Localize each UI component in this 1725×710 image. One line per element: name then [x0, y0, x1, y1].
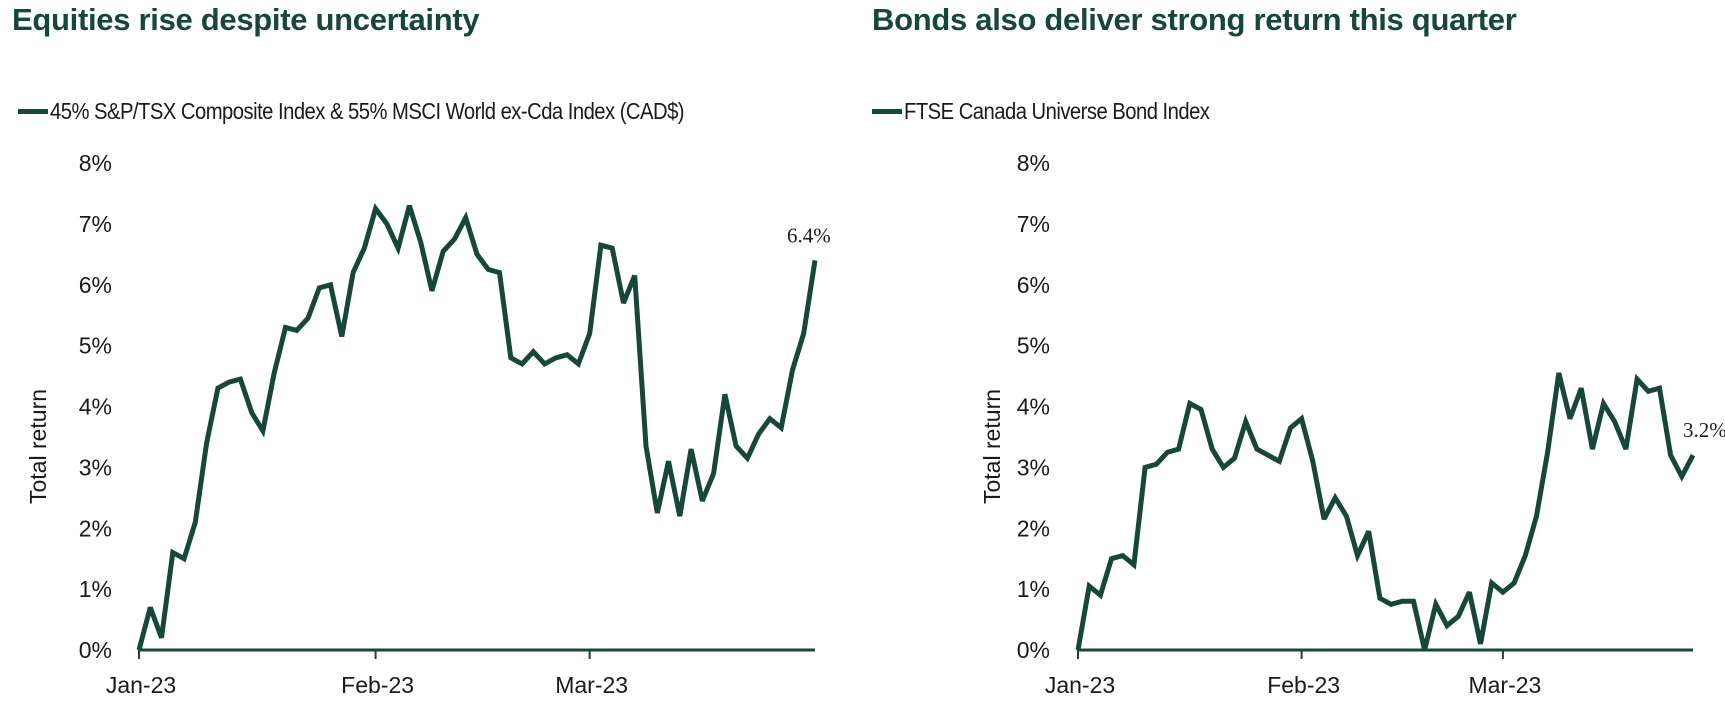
y-tick-label: 6%	[1017, 272, 1050, 298]
y-tick-label: 2%	[79, 515, 112, 541]
y-tick-label: 1%	[79, 576, 112, 602]
x-tick-label: Jan-23	[1045, 672, 1115, 698]
x-tick-label: Jan-23	[106, 672, 176, 698]
y-tick-label: 8%	[79, 150, 112, 176]
series-line	[1075, 372, 1696, 651]
series-line	[136, 203, 818, 651]
y-axis-title: Total return	[979, 389, 1005, 504]
legend-line-swatch	[18, 109, 48, 114]
x-tick-label: Feb-23	[1267, 672, 1340, 698]
y-axis-title: Total return	[25, 389, 51, 504]
y-tick-label: 8%	[1017, 150, 1050, 176]
legend-label: 45% S&P/TSX Composite Index & 55% MSCI W…	[50, 98, 685, 124]
end-value-label: 6.4%	[787, 223, 831, 247]
legend-equities: 45% S&P/TSX Composite Index & 55% MSCI W…	[18, 98, 770, 125]
legend-line-swatch	[872, 109, 902, 114]
x-tick-label: Mar-23	[555, 672, 628, 698]
y-tick-label: 5%	[1017, 333, 1050, 359]
end-value-label: 3.2%	[1683, 418, 1725, 442]
y-tick-label: 7%	[1017, 211, 1050, 237]
chart-title-bonds: Bonds also deliver strong return this qu…	[872, 2, 1517, 37]
y-tick-label: 0%	[79, 637, 112, 663]
x-tick-label: Mar-23	[1468, 672, 1541, 698]
y-tick-label: 0%	[1017, 637, 1050, 663]
y-tick-label: 3%	[1017, 454, 1050, 480]
y-tick-label: 4%	[1017, 394, 1050, 420]
y-tick-label: 3%	[79, 454, 112, 480]
y-tick-label: 4%	[79, 394, 112, 420]
y-tick-label: 1%	[1017, 576, 1050, 602]
y-tick-label: 6%	[79, 272, 112, 298]
x-tick-label: Feb-23	[341, 672, 414, 698]
bonds-chart: 0% 1% 2% 3% 4% 5% 6% 7% 8% Total return Jan-23 Feb-…	[979, 150, 1725, 698]
y-tick-label: 5%	[79, 333, 112, 359]
legend-bonds: FTSE Canada Universe Bond Index	[872, 98, 1251, 125]
equities-chart: 0% 1% 2% 3% 4% 5% 6% 7% 8% Total return Jan-23 Feb-…	[25, 150, 831, 698]
y-tick-label: 7%	[79, 211, 112, 237]
legend-label: FTSE Canada Universe Bond Index	[904, 98, 1210, 124]
y-tick-label: 2%	[1017, 515, 1050, 541]
chart-title-equities: Equities rise despite uncertainty	[12, 2, 480, 37]
